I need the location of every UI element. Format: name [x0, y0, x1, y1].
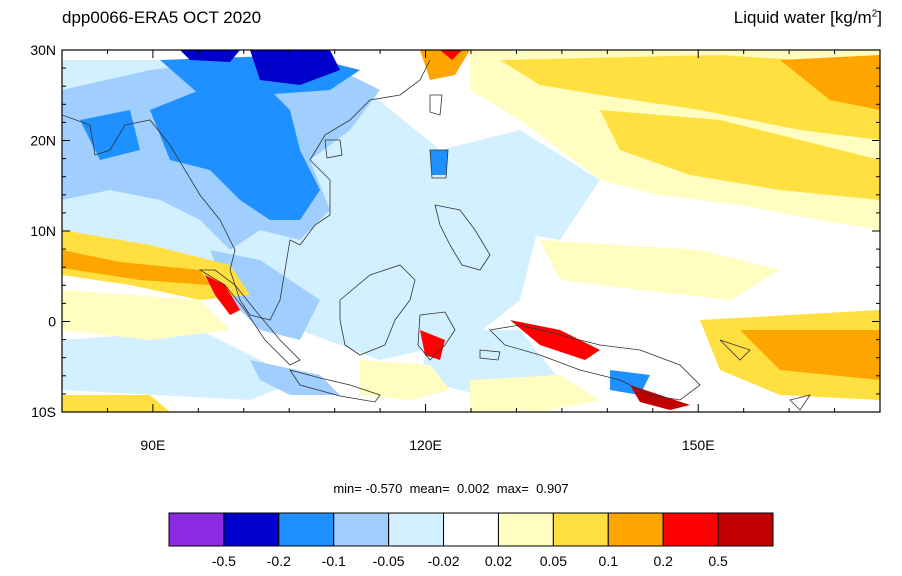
lon-label: 150E [682, 437, 715, 453]
colorbar-box [168, 512, 225, 547]
colorbar-label: 0.05 [539, 553, 567, 569]
lat-label: 10S [31, 404, 56, 420]
colorbar-label: 0.1 [598, 553, 618, 569]
field-statistics: min= -0.570 mean= 0.002 max= 0.907 [333, 481, 569, 496]
colorbar-box [278, 512, 335, 547]
variable-title: Liquid water [kg/m2] [733, 8, 882, 27]
colorbar-box [552, 512, 609, 547]
lat-label: 10N [30, 223, 56, 239]
colorbar-box [443, 512, 499, 547]
lat-label: 20N [30, 133, 56, 149]
colorbar-label: -0.2 [266, 553, 291, 569]
data-field [62, 50, 880, 412]
colorbar-label: -0.05 [372, 553, 405, 569]
colorbar-label: 0.02 [484, 553, 513, 569]
longitude-labels: 90E 120E 150E [140, 437, 714, 453]
colorbar-label: -0.5 [211, 553, 236, 569]
axis-ticks [61, 49, 881, 413]
colorbar-box [497, 512, 554, 547]
lat-label: 30N [30, 42, 56, 58]
colorbar-box [388, 512, 445, 547]
colorbar-label: -0.1 [321, 553, 346, 569]
colorbar-box [717, 512, 774, 547]
lat-label: 0 [48, 314, 56, 330]
plot-title: dpp0066-ERA5 OCT 2020 [62, 8, 262, 27]
colorbar-box [223, 512, 280, 547]
lon-label: 120E [409, 437, 442, 453]
colorbar-label: 0.2 [653, 553, 673, 569]
colorbar [168, 512, 774, 547]
colorbar-label: -0.02 [427, 553, 460, 569]
colorbar-box [333, 512, 390, 547]
colorbar-box [662, 512, 719, 547]
lon-label: 90E [140, 437, 165, 453]
colorbar-label: 0.5 [708, 553, 728, 569]
coastlines [62, 59, 811, 411]
colorbar-box [607, 512, 664, 547]
latitude-labels: 30N 20N 10N 0 10S [30, 42, 56, 420]
